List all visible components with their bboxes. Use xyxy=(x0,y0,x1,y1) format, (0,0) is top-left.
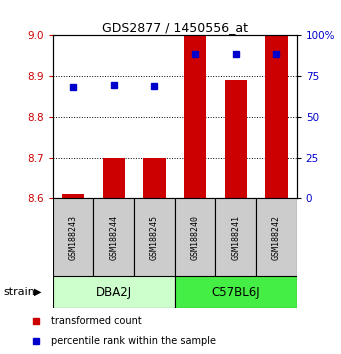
Bar xyxy=(93,198,134,276)
Text: GSM188242: GSM188242 xyxy=(272,215,281,260)
Text: GSM188240: GSM188240 xyxy=(191,215,199,260)
Text: ▶: ▶ xyxy=(34,287,42,297)
Bar xyxy=(175,276,297,308)
Text: GSM188244: GSM188244 xyxy=(109,215,118,260)
Text: GSM188243: GSM188243 xyxy=(69,215,78,260)
Bar xyxy=(256,198,297,276)
Bar xyxy=(53,198,93,276)
Bar xyxy=(216,198,256,276)
Text: GSM188241: GSM188241 xyxy=(231,215,240,260)
Title: GDS2877 / 1450556_at: GDS2877 / 1450556_at xyxy=(102,21,248,34)
Text: strain: strain xyxy=(3,287,35,297)
Text: GSM188245: GSM188245 xyxy=(150,215,159,260)
Bar xyxy=(62,194,84,198)
Text: percentile rank within the sample: percentile rank within the sample xyxy=(50,336,216,346)
Bar xyxy=(265,35,287,198)
Bar xyxy=(143,158,166,198)
Bar xyxy=(103,158,125,198)
Text: DBA2J: DBA2J xyxy=(96,286,132,298)
Bar xyxy=(134,198,175,276)
Bar xyxy=(224,80,247,198)
Text: transformed count: transformed count xyxy=(50,316,141,326)
Bar xyxy=(184,35,206,198)
Bar xyxy=(175,198,216,276)
Text: C57BL6J: C57BL6J xyxy=(211,286,260,298)
Bar xyxy=(53,276,175,308)
